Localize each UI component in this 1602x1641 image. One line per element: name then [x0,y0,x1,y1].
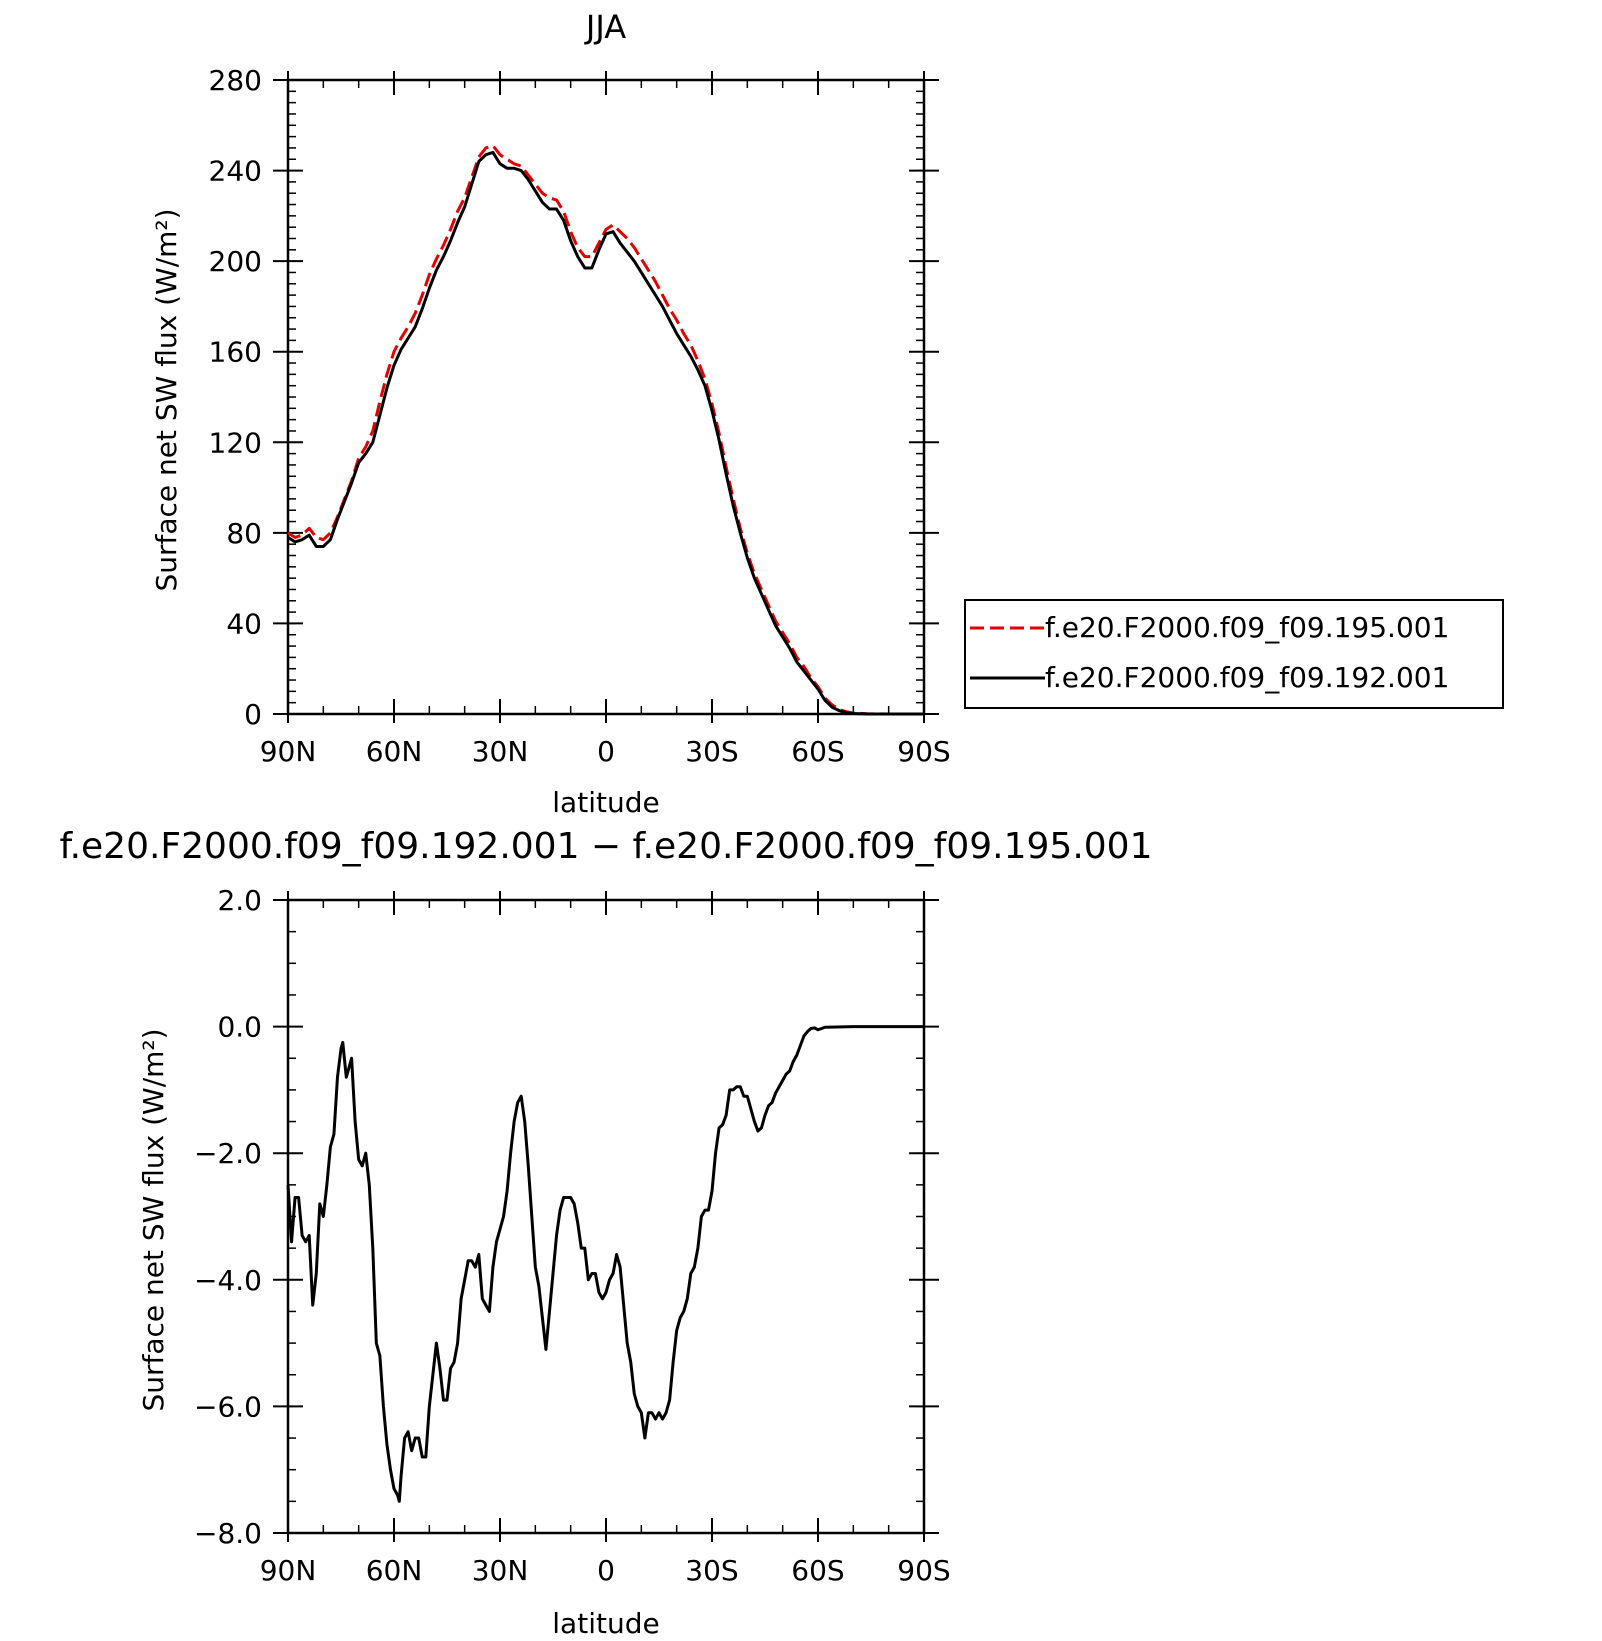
top-chart-title: JJA [584,8,626,46]
top-y-axis-label-wrap: Surface net SW flux (W/m²) [150,208,183,591]
top-y-tick-label: 200 [209,245,262,278]
legend-label-192: f.e20.F2000.f09_f09.192.001 [1045,661,1449,694]
bottom-y-axis-label-wrap: Surface net SW flux (W/m²) [137,1028,170,1411]
top-plot-area: 90N 60N 30N 0 30S 60S 90S 0 40 80 120 160 200 240 280 [209,64,951,768]
top-x-tick-label: 90S [897,735,950,768]
legend-frame [964,599,1504,709]
bottom-x-axis-label: latitude [552,1607,659,1640]
top-y-tick-label: 40 [226,607,262,640]
legend-label-195: f.e20.F2000.f09_f09.195.001 [1045,611,1449,644]
bottom-x-tick-label: 90S [897,1554,950,1587]
bottom-x-tick-label: 30S [685,1554,738,1587]
bottom-x-tick-label: 30N [472,1554,529,1587]
bottom-x-tick-label: 60S [791,1554,844,1587]
bottom-y-axis-label: Surface net SW flux (W/m²) [137,1028,170,1411]
top-y-tick-label: 160 [209,336,262,369]
bottom-plot-area: 90N 60N 30N 0 30S 60S 90S 2.0 0.0 −2.0 −4.0 −6.0 −8.… [194,884,951,1587]
legend: f.e20.F2000.f09_f09.195.001 f.e20.F2000.… [964,599,1504,709]
top-x-tick-label: 0 [597,735,615,768]
bottom-series-line-1 [286,1025,924,1503]
top-y-tick-label: 120 [209,426,262,459]
bottom-x-tick-label: 60N [366,1554,423,1587]
top-panel: JJA Surface net SW flux (W/m²) latitude … [150,8,1504,819]
bottom-x-tick-label: 0 [597,1554,615,1587]
top-x-tick-label: 30N [472,735,529,768]
top-y-tick-label: 240 [209,155,262,188]
bottom-plot-frame [286,898,926,1535]
bottom-y-tick-label: −4.0 [194,1264,262,1297]
bottom-y-tick-label: −6.0 [194,1390,262,1423]
top-series-line-1 [287,144,924,716]
bottom-x-tick-label: 90N [260,1554,317,1587]
bottom-y-tick-label: 0.0 [217,1011,262,1044]
bottom-y-tick-label: −2.0 [194,1137,262,1170]
top-x-tick-label: 90N [260,735,317,768]
top-y-tick-label: 80 [226,517,262,550]
top-y-tick-label: 280 [209,64,262,97]
bottom-y-tick-label: −8.0 [194,1517,262,1550]
top-x-axis-label: latitude [552,786,659,819]
top-x-tick-label: 60N [366,735,423,768]
top-x-tick-label: 30S [685,735,738,768]
bottom-panel: f.e20.F2000.f09_f09.192.001 − f.e20.F200… [60,826,1153,1640]
bottom-y-tick-label: 2.0 [217,884,262,917]
top-x-tick-label: 60S [791,735,844,768]
top-y-axis-label: Surface net SW flux (W/m²) [150,208,183,591]
top-series-line-2 [287,150,924,716]
bottom-chart-title: f.e20.F2000.f09_f09.192.001 − f.e20.F200… [60,826,1153,867]
top-y-tick-label: 0 [244,698,262,731]
